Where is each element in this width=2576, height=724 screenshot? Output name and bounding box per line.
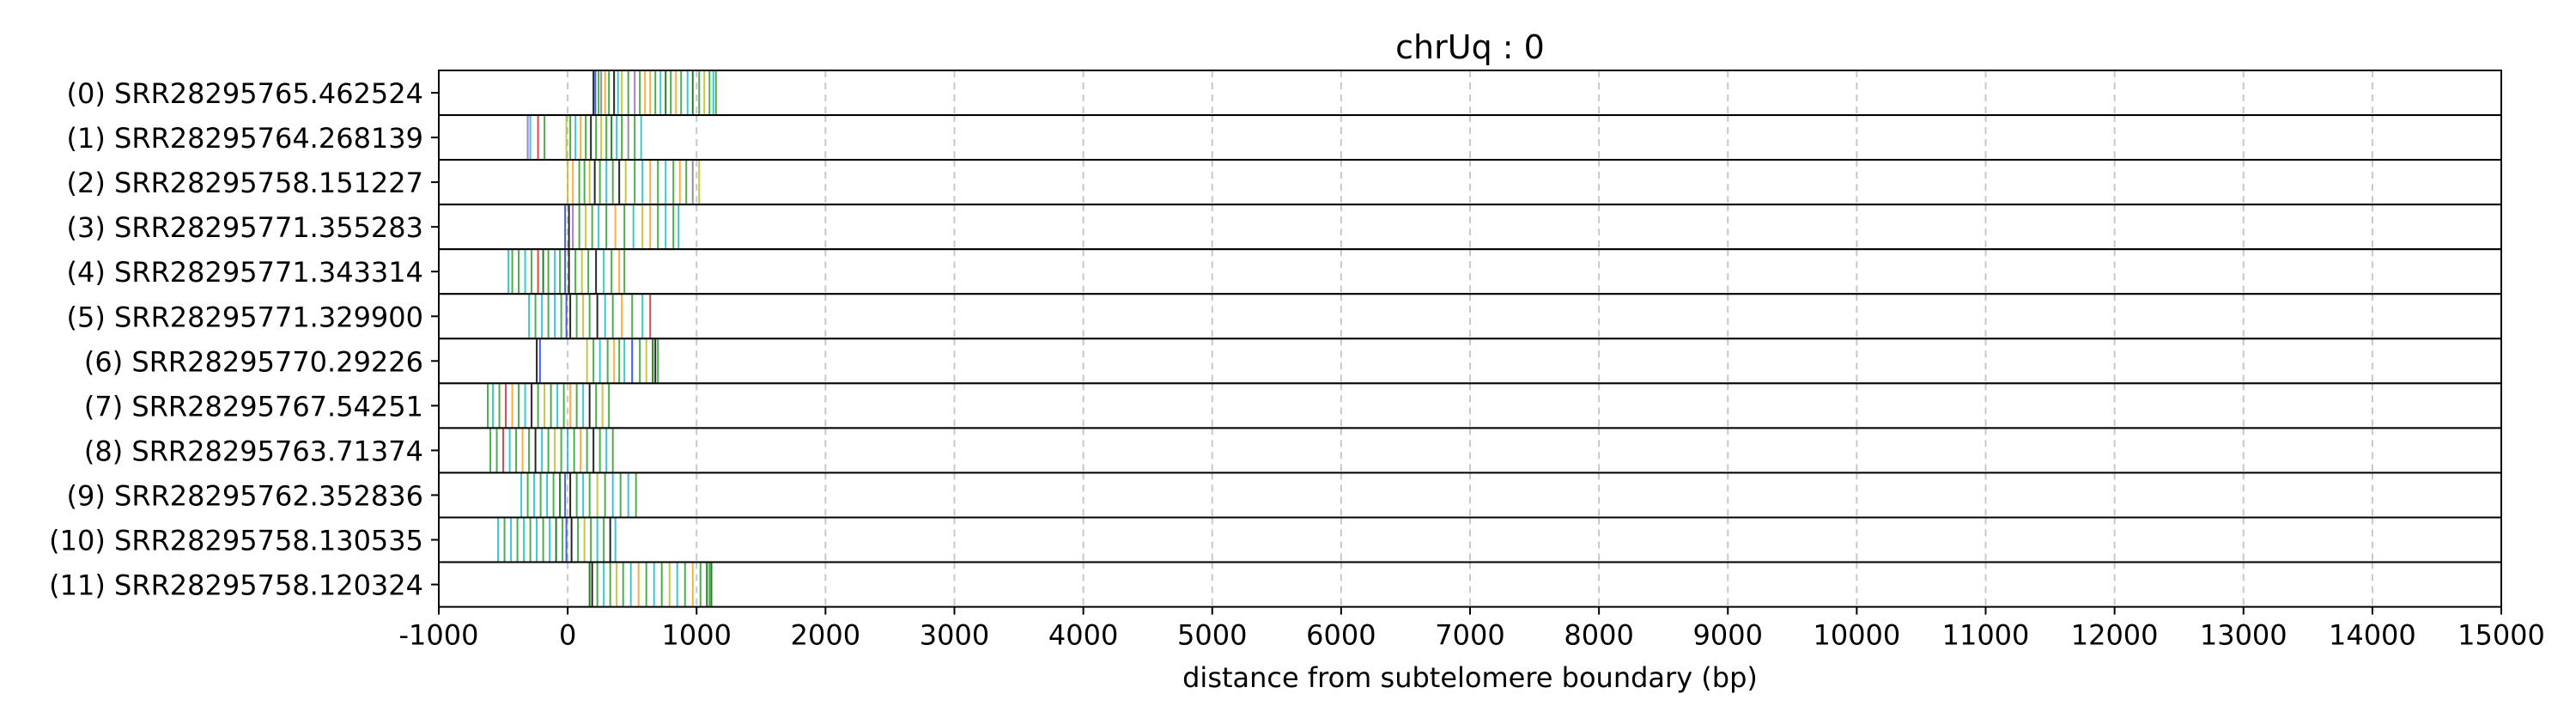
read-row: (3) SRR28295771.355283 [67, 204, 2502, 251]
read-rows: (0) SRR28295765.462524 (1) SRR28295764.26… [49, 70, 2502, 608]
x-tick-label: 15000 [2458, 619, 2545, 652]
row-label: (4) SRR28295771.343314 [67, 256, 423, 289]
chart-title: chrUq : 0 [1395, 28, 1545, 66]
read-row: (0) SRR28295765.462524 [67, 70, 2502, 117]
read-row: (4) SRR28295771.343314 [67, 248, 2502, 295]
x-tick-label: 5000 [1177, 619, 1247, 652]
x-tick-label: 9000 [1693, 619, 1763, 652]
row-label: (3) SRR28295771.355283 [67, 211, 423, 244]
x-tick-label: 14000 [2329, 619, 2416, 652]
x-tick-label: 10000 [1813, 619, 1900, 652]
x-tick-label: 6000 [1306, 619, 1376, 652]
read-row: (9) SRR28295762.352836 [67, 472, 2502, 519]
x-tick-label: 3000 [920, 619, 989, 652]
x-tick-label: 2000 [791, 619, 860, 652]
x-tick-label: 8000 [1564, 619, 1633, 652]
read-row: (8) SRR28295763.71374 [84, 427, 2502, 474]
read-row: (5) SRR28295771.329900 [67, 293, 2502, 340]
x-tick-label: 4000 [1048, 619, 1118, 652]
row-label: (0) SRR28295765.462524 [67, 77, 423, 110]
row-label: (7) SRR28295767.54251 [84, 390, 423, 423]
x-axis-label: distance from subtelomere boundary (bp) [1182, 661, 1758, 694]
x-tick-label: 0 [559, 619, 576, 652]
row-label: (9) SRR28295762.352836 [67, 479, 423, 512]
read-row: (1) SRR28295764.268139 [67, 114, 2502, 161]
read-row: (7) SRR28295767.54251 [84, 382, 2502, 429]
x-tick-label: 12000 [2071, 619, 2159, 652]
x-tick-label: 1000 [662, 619, 732, 652]
row-label: (2) SRR28295758.151227 [67, 167, 423, 199]
x-tick-label: 7000 [1435, 619, 1504, 652]
row-label: (10) SRR28295758.130535 [49, 525, 423, 557]
row-label: (6) SRR28295770.29226 [84, 345, 423, 378]
row-label: (5) SRR28295771.329900 [67, 301, 423, 333]
read-row: (2) SRR28295758.151227 [67, 159, 2502, 206]
read-row: (11) SRR28295758.120324 [49, 561, 2502, 608]
row-label: (1) SRR28295764.268139 [67, 122, 423, 155]
read-row: (6) SRR28295770.29226 [84, 338, 2502, 385]
x-tick-label: 11000 [1942, 619, 2030, 652]
x-tick-label: -1000 [399, 619, 479, 652]
read-row: (10) SRR28295758.130535 [49, 516, 2502, 563]
row-label: (8) SRR28295763.71374 [84, 435, 423, 467]
x-tick-label: 13000 [2200, 619, 2287, 652]
x-axis: -1000 0 1000 2000 3000 4000 5000 6000 7000 8000 90… [399, 606, 2545, 652]
row-label: (11) SRR28295758.120324 [49, 569, 423, 602]
